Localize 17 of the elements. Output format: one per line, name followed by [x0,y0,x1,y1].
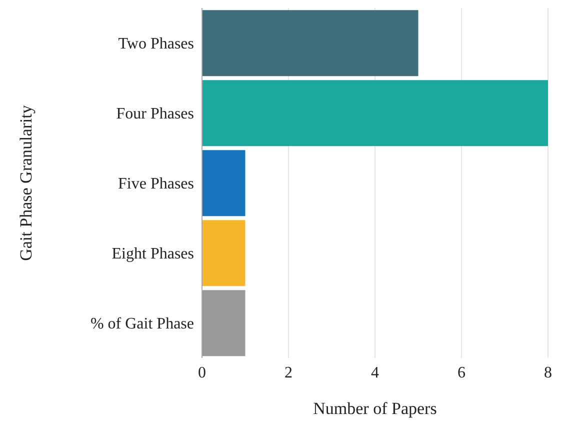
y-axis-title: Gait Phase Granularity [16,104,36,261]
bar [202,80,548,146]
x-tick-label: 6 [458,364,466,382]
bar [202,10,418,76]
bar [202,220,246,286]
x-tick-label: 4 [371,364,379,382]
x-tick-label: 2 [284,364,292,382]
y-tick-label: % of Gait Phase [90,316,194,333]
bar [202,290,246,356]
y-tick-label: Five Phases [118,176,194,193]
bar [202,150,246,216]
y-tick-label: Four Phases [116,106,194,123]
y-tick-label: Two Phases [118,36,194,53]
y-tick-label: Eight Phases [112,246,194,263]
x-tick-label: 8 [544,364,552,382]
x-axis-title: Number of Papers [313,399,437,418]
x-tick-label: 0 [198,364,206,382]
